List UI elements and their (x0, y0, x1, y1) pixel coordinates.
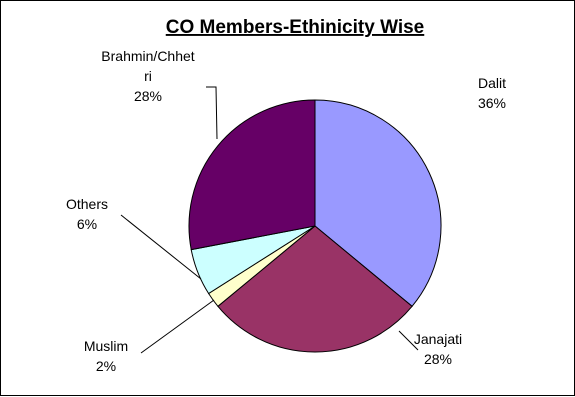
leader-lines (120, 86, 419, 354)
pie-slice-brahmin-chhetri (188, 99, 316, 251)
slice-labels: Dalit 36% Janajati 28% Muslim 2% Others 6% Brahm… (66, 48, 506, 374)
pie-slices (188, 99, 442, 353)
pie-slice-janajati (217, 225, 413, 353)
pie-slice-dalit (314, 99, 442, 308)
leader-line-muslim (140, 299, 215, 354)
slice-label-brahmin-chhetri: Brahmin/Chhet ri 28% (101, 48, 194, 104)
slice-label-dalit: Dalit 36% (478, 75, 506, 111)
leader-line-janajati (398, 330, 419, 351)
slice-label-muslim: Muslim 2% (84, 338, 128, 374)
slice-label-others: Others 6% (66, 196, 108, 232)
leader-line-others (120, 214, 202, 280)
leader-line-brahmin-chhetri (206, 86, 218, 140)
chart-title: CO Members-Ethinicity Wise (166, 17, 425, 38)
slice-label-janajati: Janajati 28% (414, 331, 462, 367)
